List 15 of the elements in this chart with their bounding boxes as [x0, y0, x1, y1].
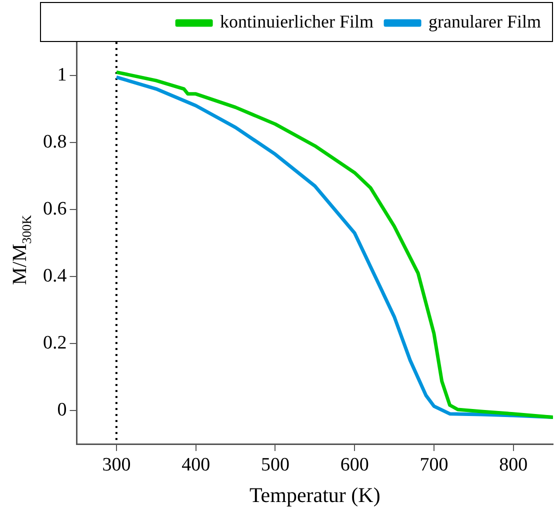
x-tick-label: 400: [182, 454, 210, 476]
y-tick-label: 0.6: [43, 198, 67, 220]
legend-label: granularer Film: [428, 12, 542, 32]
x-tick-label: 800: [499, 454, 528, 476]
y-tick-label: 0.2: [43, 332, 67, 354]
x-axis-title: Temperatur (K): [249, 482, 380, 507]
y-tick-label: 0: [57, 399, 67, 420]
x-tick-label: 600: [340, 454, 369, 476]
x-tick-label: 300: [102, 454, 131, 476]
legend-label: kontinuierlicher Film: [220, 12, 374, 32]
x-tick-label: 700: [420, 454, 448, 476]
y-tick-label: 0.8: [43, 131, 67, 152]
x-tick-label: 500: [260, 454, 290, 476]
y-tick-label: 1: [57, 64, 67, 86]
y-tick-label: 0.4: [43, 265, 68, 286]
